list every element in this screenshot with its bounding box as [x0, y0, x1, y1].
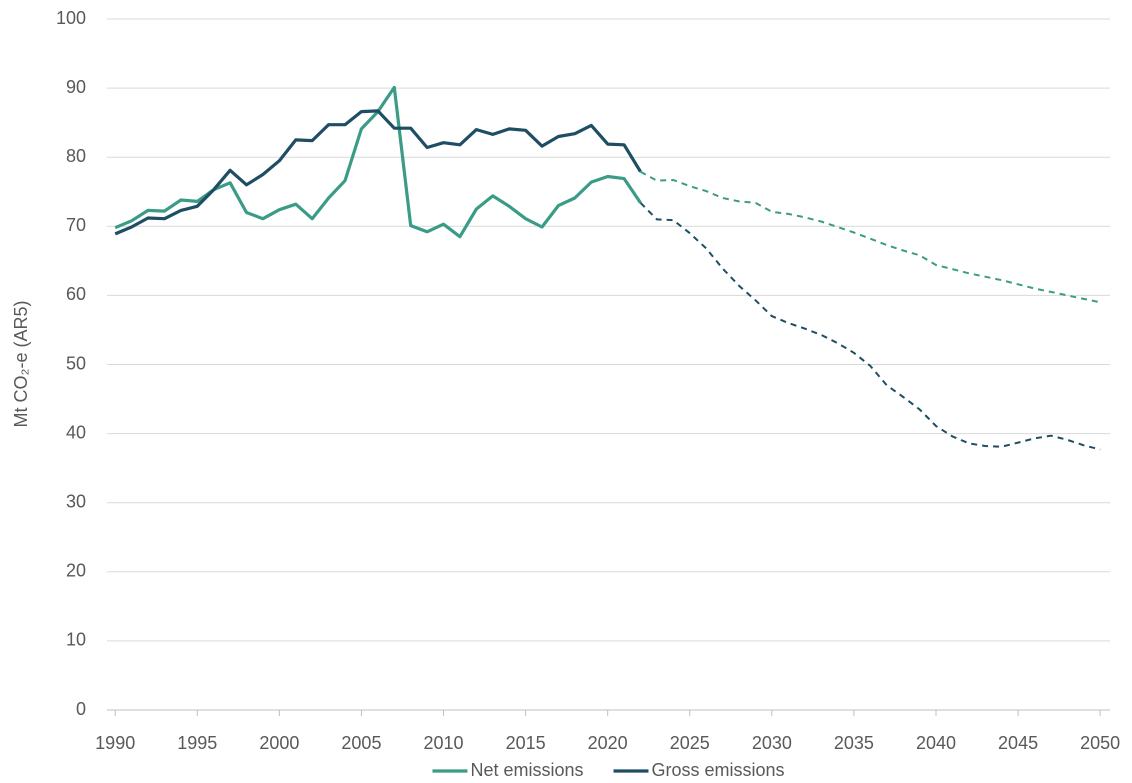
x-tick-label: 2040	[916, 733, 956, 753]
x-tick-label: 1990	[95, 733, 135, 753]
series-line	[114, 109, 642, 236]
y-tick-label: 10	[66, 630, 86, 650]
x-tick-label: 1995	[177, 733, 217, 753]
x-tick-label: 2005	[341, 733, 381, 753]
x-tick-label: 2050	[1080, 733, 1120, 753]
x-tick-label: 2000	[259, 733, 299, 753]
x-tick-label: 2015	[506, 733, 546, 753]
y-tick-label: 40	[66, 422, 86, 442]
x-tick-label: 2035	[834, 733, 874, 753]
y-axis-title: Mt CO₂-e (AR5)	[11, 301, 31, 428]
x-tick-label: 2020	[588, 733, 628, 753]
legend-label: Gross emissions	[652, 760, 785, 780]
y-tick-label: 50	[66, 353, 86, 373]
y-tick-label: 0	[76, 699, 86, 719]
legend-label: Net emissions	[470, 760, 583, 780]
x-tick-label: 2010	[423, 733, 463, 753]
y-tick-label: 30	[66, 491, 86, 511]
series-line	[640, 170, 1101, 304]
y-tick-label: 60	[66, 284, 86, 304]
series-line	[639, 202, 1101, 451]
y-tick-label: 90	[66, 77, 86, 97]
x-tick-label: 2030	[752, 733, 792, 753]
y-tick-label: 80	[66, 146, 86, 166]
y-tick-label: 100	[56, 8, 86, 28]
x-tick-label: 2045	[998, 733, 1038, 753]
x-tick-label: 2025	[670, 733, 710, 753]
y-tick-label: 20	[66, 561, 86, 581]
y-tick-label: 70	[66, 215, 86, 235]
